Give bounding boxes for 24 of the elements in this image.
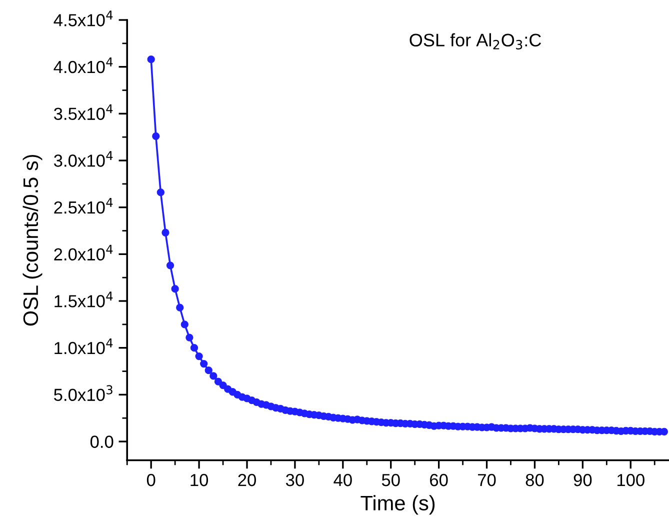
x-tick-label: 50 bbox=[382, 474, 400, 486]
x-tick-label: 40 bbox=[334, 474, 352, 486]
x-tick-label: 80 bbox=[526, 474, 544, 486]
x-tick-label: 30 bbox=[286, 474, 304, 486]
y-tick-label: 3.5x10$^{4}$ bbox=[54, 104, 113, 120]
y-tick-label: 2.0x10$^{4}$ bbox=[54, 244, 113, 261]
y-tick-label: 0.0 bbox=[90, 436, 114, 448]
y-axis-title: OSL (counts/0.5 s) bbox=[22, 154, 42, 326]
x-tick-label: 60 bbox=[430, 474, 448, 486]
y-tick-label: 1.0x10$^{4}$ bbox=[54, 338, 113, 354]
x-tick-label: 0 bbox=[146, 474, 156, 486]
y-tick-label: 4.5x10$^{4}$ bbox=[54, 10, 113, 26]
x-tick-label: 90 bbox=[574, 474, 592, 486]
y-tick-label: 5.0x10$^{3}$ bbox=[54, 385, 112, 402]
y-tick-label: 1.5x10$^{4}$ bbox=[54, 292, 113, 308]
y-tick-label: 4.0x10$^{4}$ bbox=[54, 57, 113, 74]
y-tick-label: 2.5x10$^{4}$ bbox=[54, 198, 113, 214]
x-tick-label: 70 bbox=[478, 474, 496, 486]
x-axis-title: Time (s) bbox=[360, 495, 435, 515]
y-tick-label: 3.0x10$^{4}$ bbox=[54, 151, 113, 167]
x-tick-label: 10 bbox=[190, 474, 208, 486]
annotation: OSL for Al$_{2}$O$_{3}$:C bbox=[410, 33, 542, 50]
x-tick-label: 100 bbox=[617, 474, 644, 486]
x-tick-label: 20 bbox=[238, 474, 256, 486]
